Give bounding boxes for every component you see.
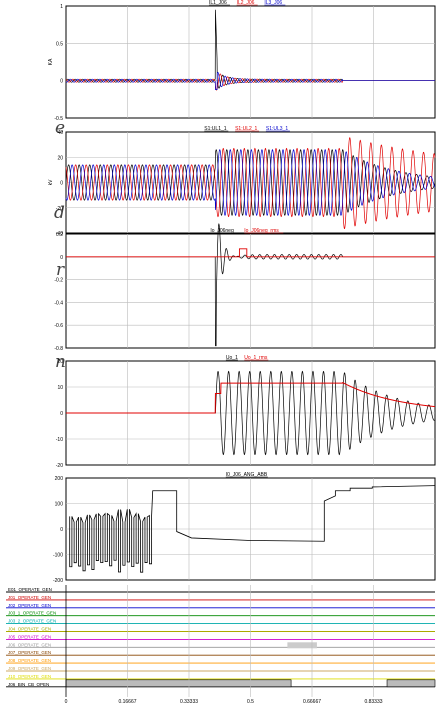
channel-label: J01_OPERATE_GEN <box>8 595 51 600</box>
y-tick-label: -10 <box>56 437 63 443</box>
y-tick-label: -40 <box>56 231 63 237</box>
channel-label: J02_OPERATE_GEN <box>8 603 51 608</box>
x-tick-label: 0.33333 <box>180 699 198 705</box>
y-tick-label: 10 <box>57 385 63 391</box>
y-tick-label: -20 <box>56 463 63 469</box>
y-tick-label: -0.8 <box>54 346 63 352</box>
left-margin: e d r n <box>0 0 66 585</box>
legend-entry: Uo_1 <box>226 355 238 361</box>
x-tick-label: 0 <box>65 699 68 705</box>
legend-entry: IL3_J06 <box>264 0 282 6</box>
y-tick-label: -0.6 <box>54 323 63 329</box>
channel-label: J05_OPERATE_GEN <box>8 634 51 639</box>
y-tick-label: 0 <box>60 411 63 417</box>
y-tick-label: 1 <box>60 4 63 10</box>
y-tick-label: 40 <box>57 130 63 136</box>
x-tick-label: 0.83333 <box>364 699 382 705</box>
y-tick-label: 20 <box>57 359 63 365</box>
y-tick-label: 0 <box>60 181 63 187</box>
channel-label: J10_OPERATE_GEN <box>8 674 51 679</box>
legend-entry: Io_J06neg <box>210 228 234 234</box>
y-axis-label: kV <box>48 179 54 186</box>
channel-active <box>386 679 436 688</box>
series-line <box>66 381 436 414</box>
x-tick-label: 0.66667 <box>303 699 321 705</box>
y-tick-label: 20 <box>57 155 63 161</box>
legend-entry: IL1_J06 <box>209 0 227 6</box>
y-tick-label: -0.2 <box>54 278 63 284</box>
text-fragment-4: n <box>55 352 66 372</box>
series-line <box>69 485 436 573</box>
channel-active <box>65 679 292 688</box>
channel-label: J09_OPERATE_GEN <box>8 666 51 671</box>
channel-label: J08_OPERATE_GEN <box>8 658 51 663</box>
y-tick-label: -200 <box>53 578 63 584</box>
channel-label: J06_OPERATE_GEN <box>8 642 51 647</box>
legend-entry: IL2_J06 <box>237 0 255 6</box>
channel-active <box>287 642 317 649</box>
series-line <box>65 71 435 90</box>
legend-entry: I0_J06_ANG_ABB <box>226 472 268 478</box>
channel-label: J06_BIN_CB_OPEN <box>8 682 49 687</box>
legend-entry: S1:UL2_1 <box>235 126 257 132</box>
x-tick-label: 0.16667 <box>118 699 136 705</box>
y-tick-label: -20 <box>56 206 63 212</box>
text-fragment-1: e <box>55 118 66 138</box>
text-fragment-2: d <box>54 203 65 223</box>
panel-1: 1 0.5 0 -0.5 KA IL1_J06 IL2_J06 IL3_J06 <box>48 0 436 122</box>
series-line <box>65 149 436 216</box>
digital-panel: E01_OPERATE_GEN J01_OPERATE_GEN J02_OPERAT… <box>6 585 436 697</box>
series-line <box>65 137 436 230</box>
panel-2: 40 20 0 -20 -40 kV S1:UL1_1 S1:UL2_1 S1:UL3_1 <box>48 126 436 237</box>
y-tick-label: 100 <box>55 502 64 508</box>
legend-entry: S1:UL1_1 <box>204 126 226 132</box>
y-tick-label: -100 <box>53 553 63 559</box>
legend-entry: Io_J06neg_rms <box>244 228 279 234</box>
panel-4: 20 10 0 -10 -20 Uo_1 Uo_1_rms <box>56 355 436 469</box>
x-axis: 0 0.16667 0.33333 0.5 0.66667 0.83333 <box>65 699 383 705</box>
y-tick-label: 0 <box>60 79 63 85</box>
panel-5: 200 100 0 -100 -200 I0_J06_ANG_ABB <box>53 472 436 584</box>
channel-label: J03_2_OPERATE_GEN <box>8 619 56 624</box>
legend-entry: Uo_1_rms <box>244 355 268 361</box>
series-line <box>66 248 435 258</box>
channel-label: J04_OPERATE_GEN <box>8 627 51 632</box>
y-tick-label: -0.4 <box>54 300 63 306</box>
y-tick-label: 0.5 <box>56 41 63 47</box>
panel-3: 0.2 0 -0.2 -0.4 -0.6 -0.8 Io_J06neg Io_J06neg_r… <box>54 222 436 352</box>
channel-label: J07_OPERATE_GEN <box>8 650 51 655</box>
y-axis-label: KA <box>48 58 54 65</box>
y-tick-label: 0 <box>60 255 63 261</box>
legend-entry: S1:UL3_1 <box>266 126 288 132</box>
y-tick-label: -0.5 <box>54 116 63 122</box>
x-tick-label: 0.5 <box>247 699 254 705</box>
text-fragment-3: r <box>56 260 65 280</box>
y-tick-label: 0 <box>60 527 63 533</box>
series-line <box>65 149 436 216</box>
channel-label: J03_1_OPERATE_GEN <box>8 611 56 616</box>
channel-label: E01_OPERATE_GEN <box>8 587 52 592</box>
y-tick-label: 0.2 <box>56 232 63 238</box>
y-tick-label: 200 <box>55 476 64 482</box>
